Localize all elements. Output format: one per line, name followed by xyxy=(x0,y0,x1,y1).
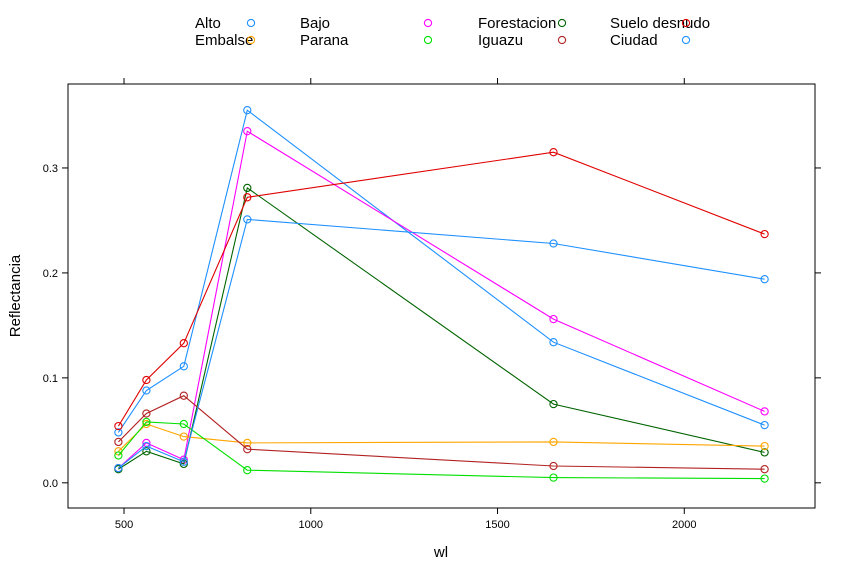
series-embalse xyxy=(114,419,769,456)
data-point xyxy=(760,420,769,430)
data-point xyxy=(760,441,769,451)
plot-frame xyxy=(67,83,816,509)
data-point xyxy=(179,432,188,441)
series-iguazu xyxy=(114,391,769,474)
legend-label: Iguazu xyxy=(478,32,523,49)
legend-label: Embalse xyxy=(195,32,253,49)
data-point xyxy=(114,451,123,460)
data-point xyxy=(142,447,151,456)
data-point xyxy=(549,461,558,471)
series-line xyxy=(117,151,765,427)
y-tick-label: 0.3 xyxy=(43,163,58,175)
data-point xyxy=(760,407,769,416)
data-point xyxy=(142,417,151,427)
legend-label: Alto xyxy=(195,15,221,32)
legend-item: Bajo xyxy=(300,15,433,32)
data-point xyxy=(760,229,769,239)
series-line xyxy=(118,130,765,469)
legend-marker xyxy=(681,18,691,28)
data-point xyxy=(243,106,252,115)
data-point xyxy=(549,239,558,248)
legend-label: Suelo desnudo xyxy=(610,15,710,32)
data-point xyxy=(760,474,769,483)
legend-item: Parana xyxy=(300,32,433,49)
data-point xyxy=(142,419,151,429)
data-point xyxy=(243,215,252,224)
data-point xyxy=(179,362,188,371)
legend-marker xyxy=(557,18,567,28)
data-point xyxy=(114,463,123,473)
data-point xyxy=(179,339,188,348)
data-point xyxy=(179,457,188,466)
legend-marker xyxy=(557,35,567,45)
legend-marker xyxy=(423,18,433,28)
data-point xyxy=(243,438,252,448)
data-point xyxy=(114,428,123,437)
legend-item: Ciudad xyxy=(610,32,691,49)
data-point xyxy=(243,466,252,475)
series-line xyxy=(118,395,765,470)
series-line xyxy=(118,186,765,470)
series-line xyxy=(118,218,765,469)
legend-marker xyxy=(246,18,256,28)
legend-item: Alto xyxy=(195,15,256,32)
x-axis-title: wl xyxy=(433,544,448,561)
data-point xyxy=(179,391,188,400)
y-tick-label: 0.1 xyxy=(43,373,58,385)
legend-marker xyxy=(681,35,691,45)
data-point xyxy=(549,473,558,482)
series-layer xyxy=(114,106,769,483)
data-point xyxy=(243,445,252,454)
legend-marker xyxy=(246,35,256,45)
y-tick-label: 0.0 xyxy=(43,478,58,490)
series-ciudad xyxy=(114,215,769,473)
data-point xyxy=(549,338,558,347)
data-point xyxy=(549,148,558,157)
legend-label: Forestacion xyxy=(478,15,556,32)
series-forestacion xyxy=(114,183,769,474)
y-tick-label: 0.2 xyxy=(43,268,58,280)
x-tick-label: 1000 xyxy=(299,519,323,531)
x-tick-label: 500 xyxy=(115,519,133,531)
data-point xyxy=(142,441,151,451)
series-line xyxy=(118,423,765,452)
series-alto xyxy=(114,106,769,437)
data-point xyxy=(142,409,151,418)
legend-item: Suelo desnudo xyxy=(610,15,710,32)
data-point xyxy=(142,386,151,395)
legend-label: Parana xyxy=(300,32,349,49)
data-point xyxy=(114,421,123,431)
x-tick-label: 2000 xyxy=(672,519,696,531)
series-line xyxy=(117,109,765,433)
legend-item: Iguazu xyxy=(478,32,567,49)
legend-label: Ciudad xyxy=(610,32,658,49)
y-axis-title: Reflectancia xyxy=(7,254,24,337)
series-suelo-desnudo xyxy=(114,148,769,431)
data-point xyxy=(179,419,188,429)
x-tick-label: 1500 xyxy=(485,519,509,531)
data-point xyxy=(549,314,558,324)
data-point xyxy=(760,448,769,457)
data-point xyxy=(549,437,558,447)
data-point xyxy=(243,183,252,193)
data-point xyxy=(760,275,769,284)
data-point xyxy=(114,437,123,447)
data-point xyxy=(142,375,151,385)
legend-item: Embalse xyxy=(195,32,256,49)
legend-marker xyxy=(423,35,433,45)
legend-item: Forestacion xyxy=(478,15,567,32)
legend: Alto Bajo Forestacion Suelo desnudo Embalse P… xyxy=(195,15,710,49)
data-point xyxy=(243,127,252,136)
series-parana xyxy=(114,417,769,483)
data-point xyxy=(243,193,252,202)
axes: 500 1000 1500 2000 0.0 0.1 0.2 0.3 xyxy=(43,78,821,531)
data-point xyxy=(549,399,558,409)
legend-label: Bajo xyxy=(300,15,330,32)
series-line xyxy=(117,421,765,480)
data-point xyxy=(760,465,769,474)
